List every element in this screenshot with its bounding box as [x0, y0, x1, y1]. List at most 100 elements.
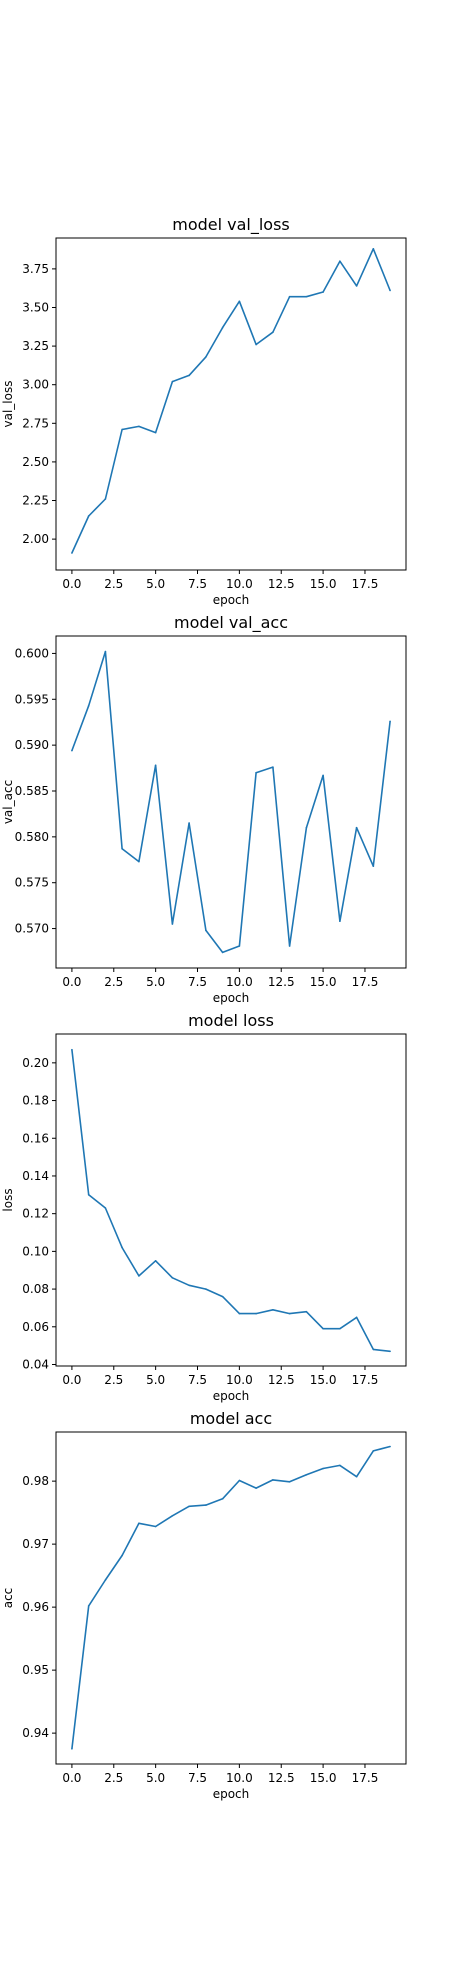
- data-point: [205, 1504, 207, 1506]
- chart-panel: model loss 0.0 2.5 5.0 7.5 10.0 12.5 15.0 17.5 0.…: [1, 1011, 406, 1403]
- x-tick-label: 12.5: [268, 975, 295, 989]
- chart-panel: model val_loss 0.0 2.5 5.0 7.5 10.0 12.5 15.0 17…: [1, 215, 406, 607]
- y-tick-label: 3.75: [22, 262, 49, 276]
- y-axis-label: loss: [1, 1188, 15, 1211]
- data-point: [88, 1605, 90, 1607]
- chart-title: model val_acc: [174, 613, 288, 633]
- x-tick-label: 5.0: [146, 577, 165, 591]
- data-point: [105, 651, 107, 653]
- data-point: [205, 356, 207, 358]
- chart-title: model val_loss: [172, 215, 290, 235]
- y-tick-label: 0.595: [15, 692, 49, 706]
- y-tick-label: 0.08: [22, 1282, 49, 1296]
- x-axis-label: epoch: [213, 1787, 250, 1801]
- data-point: [188, 1285, 190, 1287]
- data-point: [272, 1479, 274, 1481]
- data-point: [138, 1275, 140, 1277]
- data-point: [105, 498, 107, 500]
- data-point: [289, 1481, 291, 1483]
- data-point: [272, 331, 274, 333]
- y-tick-label: 2.00: [22, 532, 49, 546]
- data-point: [255, 1487, 257, 1489]
- data-point: [155, 1526, 157, 1528]
- y-tick-label: 0.14: [22, 1169, 49, 1183]
- data-point: [306, 296, 308, 298]
- data-point: [239, 301, 241, 303]
- data-point: [239, 945, 241, 947]
- series-line: [72, 652, 390, 953]
- x-tick-label: 17.5: [352, 975, 379, 989]
- data-point: [306, 1474, 308, 1476]
- data-point: [205, 1288, 207, 1290]
- data-point: [71, 1748, 73, 1750]
- x-tick-label: 5.0: [146, 975, 165, 989]
- data-point: [356, 1317, 358, 1319]
- chart-title: model loss: [188, 1011, 274, 1030]
- data-point: [373, 865, 375, 867]
- x-tick-label: 7.5: [188, 975, 207, 989]
- y-axis-label: acc: [1, 1588, 15, 1609]
- y-tick-label: 2.50: [22, 455, 49, 469]
- plot-frame: [56, 238, 406, 570]
- data-point: [239, 1480, 241, 1482]
- y-tick-label: 0.95: [22, 1663, 49, 1677]
- data-point: [88, 1194, 90, 1196]
- x-axis-label: epoch: [213, 593, 250, 607]
- data-point: [322, 1468, 324, 1470]
- data-point: [155, 765, 157, 767]
- x-tick-label: 0.0: [62, 975, 81, 989]
- data-point: [356, 285, 358, 287]
- data-point: [222, 952, 224, 954]
- plot-frame: [56, 1034, 406, 1366]
- x-tick-label: 2.5: [104, 975, 123, 989]
- x-tick-label: 7.5: [188, 1771, 207, 1785]
- data-point: [222, 1498, 224, 1500]
- series-line: [72, 249, 390, 553]
- x-tick-label: 15.0: [310, 975, 337, 989]
- data-point: [289, 945, 291, 947]
- y-axis-label: val_loss: [1, 381, 15, 428]
- y-tick-label: 0.575: [15, 876, 49, 890]
- x-tick-label: 15.0: [310, 577, 337, 591]
- x-tick-label: 5.0: [146, 1373, 165, 1387]
- data-point: [188, 1506, 190, 1508]
- data-point: [356, 1476, 358, 1478]
- data-point: [389, 720, 391, 722]
- data-point: [222, 327, 224, 329]
- x-tick-label: 0.0: [62, 577, 81, 591]
- data-point: [289, 1313, 291, 1315]
- data-point: [71, 552, 73, 554]
- x-tick-label: 15.0: [310, 1771, 337, 1785]
- data-point: [121, 429, 123, 431]
- y-tick-label: 0.94: [22, 1726, 49, 1740]
- data-point: [155, 1260, 157, 1262]
- data-point: [121, 1247, 123, 1249]
- y-tick-label: 0.16: [22, 1131, 49, 1145]
- data-point: [121, 848, 123, 850]
- y-tick-label: 0.18: [22, 1094, 49, 1108]
- x-tick-label: 12.5: [268, 1373, 295, 1387]
- chart-panel: model acc0.0 2.5 5.0 7.5 10.0 12.5 15.0 17.50.9…: [1, 1409, 406, 1801]
- x-tick-label: 2.5: [104, 1373, 123, 1387]
- data-point: [71, 750, 73, 752]
- data-point: [356, 827, 358, 829]
- data-point: [339, 1328, 341, 1330]
- y-tick-label: 0.570: [15, 922, 49, 936]
- data-point: [339, 260, 341, 262]
- y-tick-label: 0.98: [22, 1474, 49, 1488]
- y-tick-label: 0.590: [15, 738, 49, 752]
- data-point: [105, 1207, 107, 1209]
- y-tick-label: 2.75: [22, 416, 49, 430]
- data-point: [255, 1313, 257, 1315]
- data-point: [339, 920, 341, 922]
- data-point: [255, 772, 257, 774]
- x-tick-label: 12.5: [268, 577, 295, 591]
- data-point: [306, 1311, 308, 1313]
- data-point: [138, 426, 140, 428]
- x-axis-label: epoch: [213, 1389, 250, 1403]
- data-point: [373, 248, 375, 250]
- data-point: [272, 1309, 274, 1311]
- x-tick-label: 2.5: [104, 577, 123, 591]
- data-point: [88, 705, 90, 707]
